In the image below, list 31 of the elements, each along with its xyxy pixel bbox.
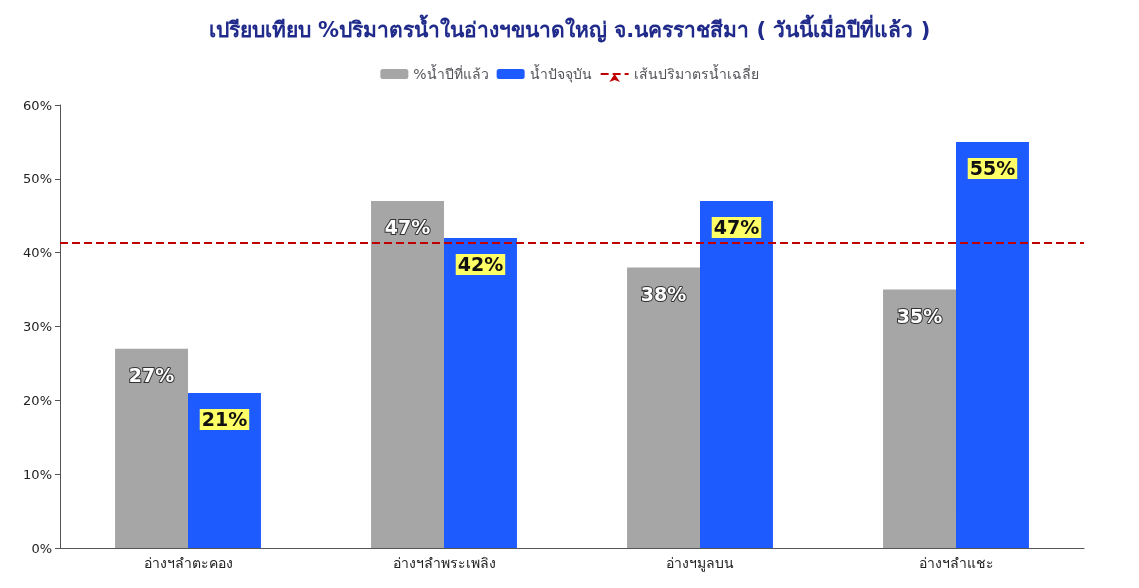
data-label: 55% xyxy=(969,157,1016,180)
x-tick-label: อ่างฯมูลบน xyxy=(666,555,734,572)
data-label: 42% xyxy=(457,253,504,276)
bar xyxy=(188,392,261,548)
y-tick-label: 20% xyxy=(23,392,52,408)
y-tick-label: 60% xyxy=(23,97,52,113)
bar xyxy=(883,289,956,548)
chart-title: เปรียบเทียบ %ปริมาตรน้ำในอ่างฯขนาดใหญ่ จ.นครราชสีมา ( วันนี้เมื่อปีที่แล้ว ) xyxy=(208,13,931,43)
data-label: 35% xyxy=(896,305,943,328)
bar xyxy=(115,348,188,548)
legend-label: %น้ำปีที่แล้ว xyxy=(413,64,489,82)
data-label: 47% xyxy=(384,216,431,239)
data-label: 47% xyxy=(713,216,760,239)
data-label: 21% xyxy=(201,408,248,431)
x-tick-label: อ่างฯลำตะคอง xyxy=(143,555,233,571)
bar xyxy=(371,200,444,548)
y-tick-label: 10% xyxy=(23,466,52,482)
y-tick-label: 40% xyxy=(23,245,52,261)
bar xyxy=(700,200,773,548)
data-label: 27% xyxy=(128,364,175,387)
x-tick-label: อ่างฯลำแชะ xyxy=(918,555,994,571)
bar xyxy=(444,237,517,548)
legend-label: เส้นปริมาตรน้ำเฉลี่ย xyxy=(633,64,759,82)
y-tick-label: 30% xyxy=(23,319,52,334)
legend-label: น้ำปัจจุบัน xyxy=(529,64,592,83)
y-tick-label: 0% xyxy=(31,540,52,556)
data-label: 38% xyxy=(640,282,687,305)
bar xyxy=(627,267,700,548)
bar xyxy=(956,141,1029,548)
y-tick-label: 50% xyxy=(23,171,52,187)
x-tick-label: อ่างฯลำพระเพลิง xyxy=(392,555,496,571)
